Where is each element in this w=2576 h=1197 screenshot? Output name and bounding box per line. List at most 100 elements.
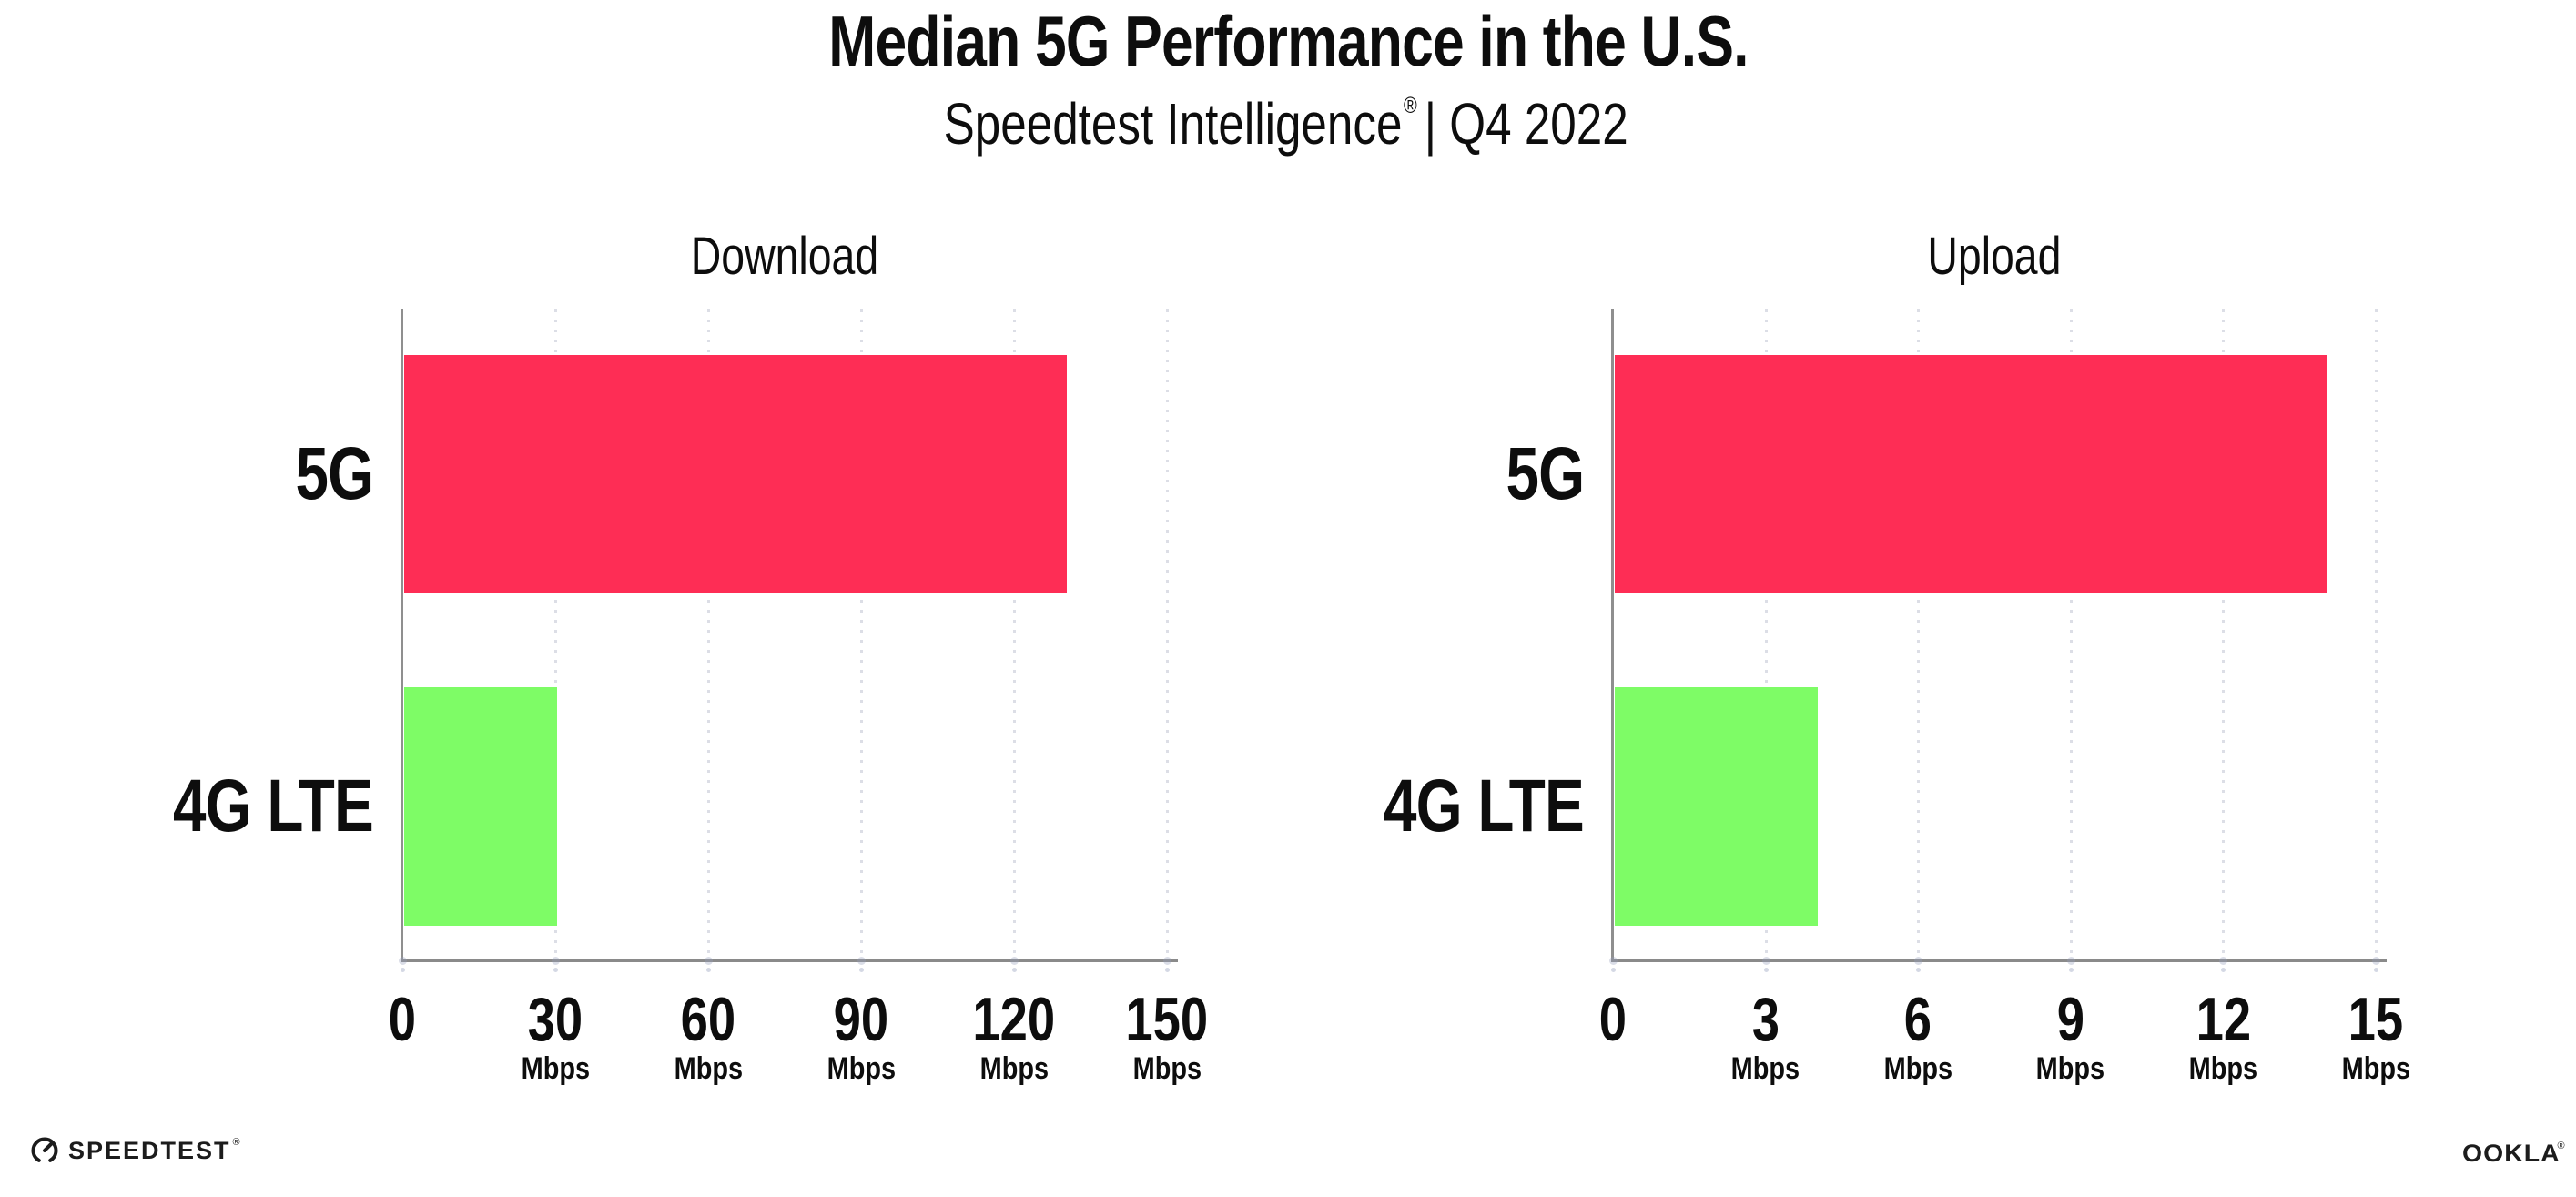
x-tick-unit-150: Mbps: [1076, 1051, 1258, 1086]
x-tick-value: 0: [1598, 985, 1628, 1054]
bar-4g-lte-upload: [1615, 687, 1818, 926]
axis-tick-dot-3: [1761, 957, 1770, 965]
x-tick-unit-text: Mbps: [979, 1051, 1049, 1086]
bar-4g-lte-download: [404, 687, 557, 926]
x-tick-unit-90: Mbps: [770, 1051, 952, 1086]
ookla-registered-mark: ®: [2557, 1140, 2565, 1151]
x-tick-unit-text: Mbps: [827, 1051, 896, 1086]
axis-tick-dot-150: [1163, 957, 1171, 965]
gridline-60: [707, 309, 710, 959]
axis-tick-dot-30: [552, 957, 560, 965]
axis-tick-dot-0: [399, 957, 407, 965]
axis-tick-dot-90: [857, 957, 866, 965]
category-label-text: 5G: [295, 432, 374, 515]
x-tick-unit-30: Mbps: [464, 1051, 646, 1086]
x-tick-unit-text: Mbps: [1730, 1051, 1800, 1086]
speedtest-registered-mark: ®: [232, 1137, 240, 1148]
x-axis: [1611, 959, 2387, 962]
x-tick-label-0: 0: [1522, 986, 1704, 1053]
category-label-5g: 5G: [55, 432, 374, 515]
gridline-9: [2069, 309, 2073, 959]
x-tick-unit-60: Mbps: [617, 1051, 799, 1086]
page-subtitle: Speedtest Intelligence® | Q4 2022: [0, 91, 2576, 158]
category-label-5g: 5G: [1265, 434, 1585, 514]
category-label-4g-lte: 4G LTE: [55, 765, 374, 847]
subtitle-brand: Speedtest Intelligence: [943, 91, 1403, 157]
x-tick-unit-text: Mbps: [2341, 1051, 2410, 1086]
x-tick-label-0: 0: [311, 986, 493, 1053]
speedtest-wordmark: SPEEDTEST: [68, 1136, 231, 1164]
subtitle-period: | Q4 2022: [1424, 91, 1628, 157]
axis-tick-dot-9: [2066, 957, 2075, 965]
x-tick-label-30: 30: [464, 986, 646, 1053]
axis-tick-dot-0: [1609, 957, 1618, 965]
x-tick-unit-text: Mbps: [2036, 1051, 2105, 1086]
x-tick-unit-120: Mbps: [923, 1051, 1105, 1086]
x-tick-label-90: 90: [770, 986, 952, 1053]
gridline-30: [554, 309, 557, 959]
x-tick-unit-9: Mbps: [1980, 1051, 2162, 1086]
x-tick-value: 3: [1751, 985, 1780, 1054]
x-tick-label-120: 120: [923, 986, 1105, 1053]
x-tick-value: 120: [972, 985, 1056, 1054]
page-title: Median 5G Performance in the U.S.: [0, 1, 2576, 81]
download-chart: 5G 4G LTE 0 30 Mbps 60 Mbps 90 Mbps 120 Mbps 150 Mbp…: [173, 309, 1208, 1086]
x-tick-value: 0: [388, 985, 417, 1054]
y-axis: [1611, 309, 1614, 962]
category-label-4g-lte: 4G LTE: [1265, 765, 1585, 847]
ookla-wordmark: OOKLA: [2462, 1140, 2561, 1167]
x-tick-value: 6: [1904, 985, 1932, 1054]
category-label-text: 4G LTE: [1384, 765, 1585, 847]
axis-tick-mark-12: [2221, 968, 2226, 972]
gridline-12: [2222, 309, 2226, 959]
axis-tick-mark-0: [401, 968, 405, 972]
axis-tick-mark-6: [1916, 968, 1922, 972]
axis-tick-dot-6: [1914, 957, 1923, 965]
x-tick-value: 30: [527, 985, 583, 1054]
x-tick-label-12: 12: [2132, 986, 2314, 1053]
footer: SPEEDTEST ® OOKLA ®: [0, 1129, 2576, 1183]
bar-5g-upload: [1615, 355, 2327, 593]
axis-tick-mark-0: [1611, 968, 1616, 972]
gridline-3: [1764, 309, 1768, 959]
x-tick-unit-3: Mbps: [1675, 1051, 1857, 1086]
x-tick-value: 90: [833, 985, 889, 1054]
page-title-text: Median 5G Performance in the U.S.: [827, 1, 1749, 81]
gridline-6: [1917, 309, 1921, 959]
y-axis: [401, 309, 403, 962]
speedtest-gauge-icon: [31, 1137, 58, 1164]
gridline-150: [1166, 309, 1169, 959]
x-tick-unit-12: Mbps: [2132, 1051, 2314, 1086]
x-tick-label-60: 60: [617, 986, 799, 1053]
x-tick-label-15: 15: [2285, 986, 2467, 1053]
x-tick-unit-text: Mbps: [674, 1051, 743, 1086]
x-tick-value: 60: [680, 985, 736, 1054]
axis-tick-mark-9: [2068, 968, 2074, 972]
axis-tick-dot-12: [2219, 957, 2228, 965]
axis-tick-dot-120: [1010, 957, 1019, 965]
ookla-logo: OOKLA ®: [2462, 1140, 2565, 1168]
gridline-120: [1013, 309, 1016, 959]
x-tick-value: 150: [1125, 985, 1209, 1054]
x-tick-label-9: 9: [1980, 986, 2162, 1053]
x-tick-unit-text: Mbps: [1132, 1051, 1202, 1086]
axis-tick-mark-120: [1012, 968, 1017, 972]
x-tick-unit-15: Mbps: [2285, 1051, 2467, 1086]
category-label-text: 4G LTE: [173, 765, 374, 847]
gridline-90: [860, 309, 863, 959]
axis-tick-mark-3: [1763, 968, 1769, 972]
x-tick-unit-6: Mbps: [1827, 1051, 2009, 1086]
axis-tick-mark-150: [1165, 968, 1170, 972]
x-tick-unit-text: Mbps: [2188, 1051, 2258, 1086]
upload-chart-title: Upload: [1927, 227, 2062, 286]
axis-tick-dot-60: [705, 957, 713, 965]
x-tick-value: 12: [2196, 985, 2251, 1054]
x-tick-unit-text: Mbps: [521, 1051, 590, 1086]
download-chart-title: Download: [690, 227, 879, 286]
gridline-15: [2375, 309, 2378, 959]
x-tick-label-150: 150: [1076, 986, 1258, 1053]
x-axis: [401, 959, 1178, 962]
x-tick-value: 9: [2056, 985, 2084, 1054]
x-tick-label-6: 6: [1827, 986, 2009, 1053]
